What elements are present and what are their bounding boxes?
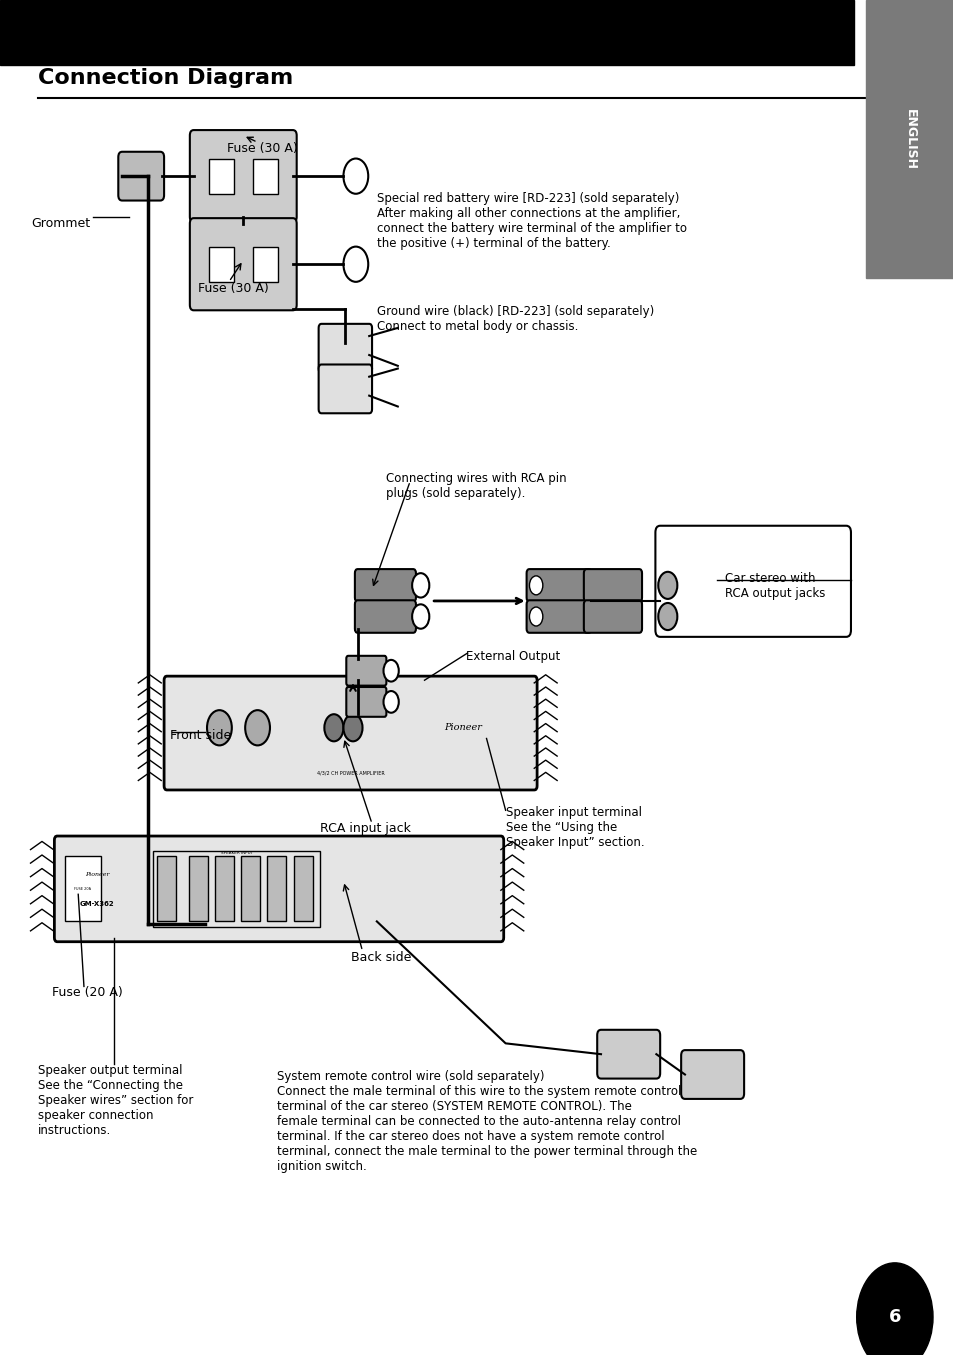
Circle shape (658, 603, 677, 630)
FancyBboxPatch shape (583, 569, 641, 602)
Text: Front side: Front side (170, 729, 231, 743)
Circle shape (245, 710, 270, 745)
Text: FUSE 20A: FUSE 20A (74, 888, 91, 890)
Text: Connection Diagram: Connection Diagram (38, 68, 294, 88)
Bar (267, 856, 286, 921)
FancyBboxPatch shape (54, 836, 503, 942)
Text: Fuse (30 A): Fuse (30 A) (198, 282, 269, 295)
FancyBboxPatch shape (655, 526, 850, 637)
Bar (157, 856, 176, 921)
Bar (209, 159, 233, 194)
FancyBboxPatch shape (597, 1030, 659, 1079)
Text: Pioneer: Pioneer (85, 871, 110, 877)
Circle shape (383, 660, 398, 682)
Circle shape (343, 247, 368, 282)
Circle shape (529, 576, 542, 595)
Text: SPEAKER INPUT: SPEAKER INPUT (220, 851, 253, 855)
FancyBboxPatch shape (190, 218, 296, 310)
Bar (214, 856, 233, 921)
Bar (253, 159, 277, 194)
Bar (152, 851, 319, 927)
Text: Special red battery wire [RD-223] (sold separately)
After making all other conne: Special red battery wire [RD-223] (sold … (376, 192, 686, 251)
Text: Back side: Back side (351, 951, 411, 965)
Text: GM-X362: GM-X362 (80, 901, 114, 906)
FancyBboxPatch shape (355, 569, 416, 602)
FancyBboxPatch shape (583, 600, 641, 633)
Circle shape (529, 607, 542, 626)
Text: Speaker input terminal
See the “Using the
Speaker Input” section.: Speaker input terminal See the “Using th… (505, 806, 643, 850)
FancyBboxPatch shape (346, 687, 386, 717)
FancyBboxPatch shape (318, 324, 372, 373)
Text: Car stereo with
RCA output jacks: Car stereo with RCA output jacks (724, 572, 824, 600)
Circle shape (324, 714, 343, 741)
Circle shape (207, 710, 232, 745)
FancyBboxPatch shape (318, 364, 372, 413)
FancyBboxPatch shape (680, 1050, 743, 1099)
Circle shape (343, 159, 368, 194)
Text: Speaker output terminal
See the “Connecting the
Speaker wires” section for
speak: Speaker output terminal See the “Connect… (38, 1064, 193, 1137)
FancyBboxPatch shape (164, 676, 537, 790)
Text: RCA input jack: RCA input jack (319, 822, 410, 836)
Bar (865, 0, 953, 278)
FancyBboxPatch shape (526, 569, 591, 602)
Text: Connecting wires with RCA pin
plugs (sold separately).: Connecting wires with RCA pin plugs (sol… (386, 472, 566, 500)
Text: System remote control wire (sold separately)
Connect the male terminal of this w: System remote control wire (sold separat… (276, 1070, 697, 1173)
Circle shape (856, 1263, 932, 1355)
Bar (209, 247, 233, 282)
Text: 4/3/2 CH POWER AMPLIFIER: 4/3/2 CH POWER AMPLIFIER (316, 770, 384, 775)
Bar (294, 856, 313, 921)
Text: Grommet: Grommet (31, 217, 91, 230)
FancyBboxPatch shape (526, 600, 591, 633)
Circle shape (412, 604, 429, 629)
Text: Fuse (20 A): Fuse (20 A) (52, 986, 123, 1000)
Circle shape (412, 573, 429, 598)
Text: External Output: External Output (465, 650, 559, 664)
Text: Fuse (30 A): Fuse (30 A) (227, 142, 297, 156)
Bar (65, 856, 101, 921)
Text: ENGLISH: ENGLISH (902, 108, 916, 171)
Bar (241, 856, 260, 921)
Bar (0, 0, 853, 65)
Bar (253, 247, 277, 282)
Circle shape (343, 714, 362, 741)
Text: Ground wire (black) [RD-223] (sold separately)
Connect to metal body or chassis.: Ground wire (black) [RD-223] (sold separ… (376, 305, 654, 333)
Bar (189, 856, 208, 921)
Text: Pioneer: Pioneer (443, 724, 481, 732)
FancyBboxPatch shape (118, 152, 164, 201)
FancyBboxPatch shape (355, 600, 416, 633)
Circle shape (658, 572, 677, 599)
Circle shape (383, 691, 398, 713)
Text: 6: 6 (887, 1308, 901, 1327)
FancyBboxPatch shape (190, 130, 296, 222)
FancyBboxPatch shape (346, 656, 386, 686)
